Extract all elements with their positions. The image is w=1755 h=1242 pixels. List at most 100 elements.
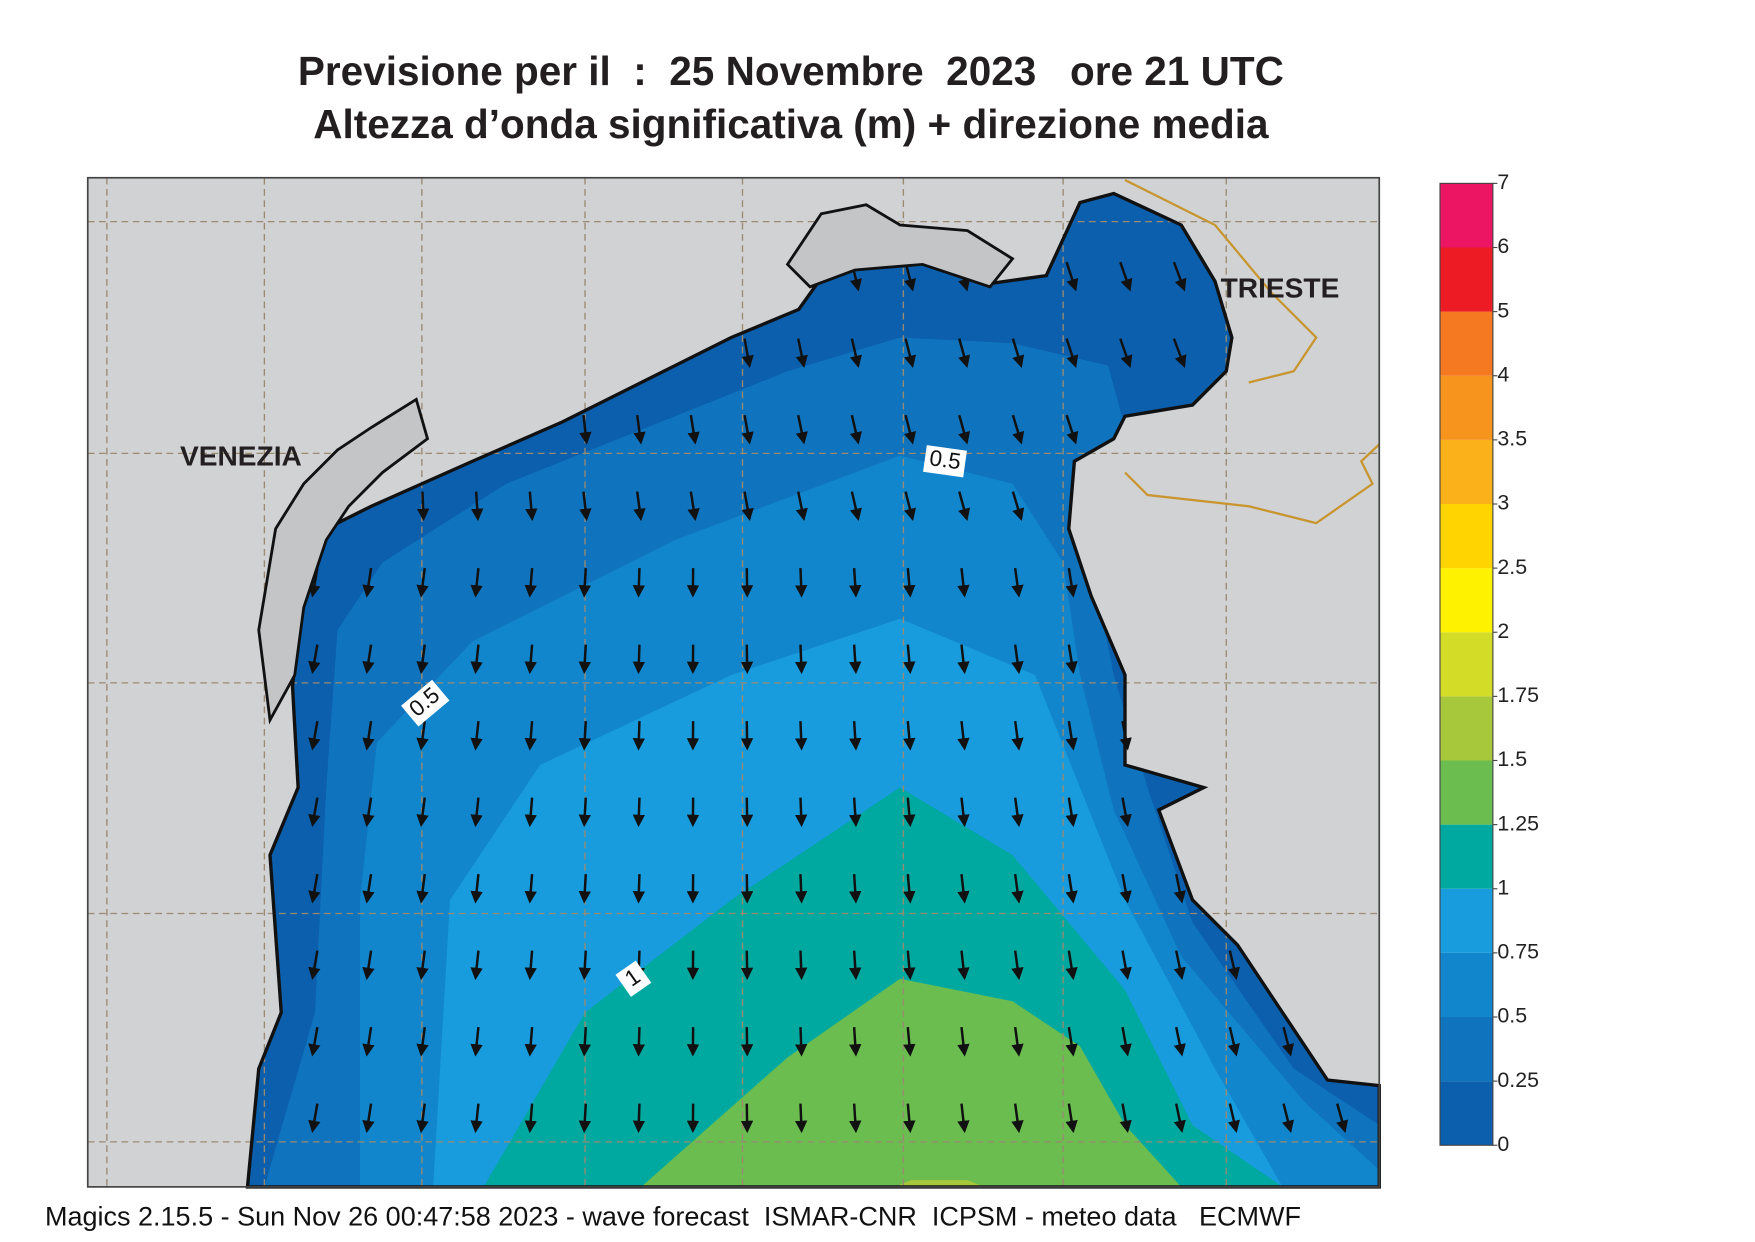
colorbar-tick-label: 6 <box>1497 234 1509 258</box>
colorbar-band <box>1440 375 1493 440</box>
direction-arrow <box>362 1103 375 1134</box>
band-5 <box>641 978 1182 1187</box>
direction-arrow <box>903 644 916 675</box>
direction-arrow <box>1227 1026 1240 1057</box>
direction-arrow <box>578 1103 591 1134</box>
colorbar-band <box>1440 632 1493 697</box>
direction-arrow <box>795 491 808 522</box>
direction-arrow <box>1336 1103 1349 1134</box>
direction-arrow <box>903 338 916 369</box>
direction-arrow <box>794 1103 808 1134</box>
direction-arrow <box>362 797 375 828</box>
direction-arrow <box>849 721 862 751</box>
direction-arrow <box>632 1103 646 1134</box>
direction-arrow <box>579 414 592 445</box>
graticule <box>87 177 1380 1187</box>
colorbar-band <box>1440 311 1493 376</box>
direction-arrow <box>794 797 808 828</box>
direction-arrow <box>1011 797 1024 828</box>
direction-arrow <box>308 950 321 981</box>
colorbar-band <box>1440 1017 1493 1082</box>
colorbar-tick-label: 4 <box>1497 362 1509 386</box>
colorbar-band <box>1440 952 1493 1017</box>
direction-arrow <box>958 414 971 445</box>
direction-arrow <box>524 1103 537 1134</box>
direction-arrow <box>416 720 429 751</box>
direction-arrow <box>903 721 916 751</box>
direction-arrow <box>632 721 646 751</box>
map: VENEZIA TRIESTE 0.5 0.5 1 <box>86 176 1381 1189</box>
contour-label-group: 1 <box>615 960 652 997</box>
direction-arrow <box>957 567 970 598</box>
direction-arrow <box>524 568 537 598</box>
direction-arrow <box>794 950 808 981</box>
colorbar-tick-label: 1 <box>1497 875 1509 899</box>
colorbar-tick-label: 2.5 <box>1497 555 1527 579</box>
direction-arrow <box>632 1027 646 1057</box>
direction-arrow <box>308 644 321 675</box>
colorbar-band <box>1440 1081 1493 1146</box>
contour-label-box <box>401 679 450 727</box>
direction-arrow <box>1011 491 1025 521</box>
direction-arrow <box>1172 261 1187 292</box>
direction-arrow <box>578 874 591 904</box>
direction-arrow <box>308 797 321 828</box>
direction-arrow <box>741 491 754 522</box>
direction-arrow <box>416 491 430 522</box>
title-line-2: Altezza d’onda significativa (m) + direz… <box>313 101 1269 147</box>
contour-label: 0.5 <box>928 445 962 474</box>
direction-arrow <box>1282 1026 1294 1057</box>
direction-arrow <box>578 644 591 675</box>
direction-arrow <box>308 720 321 751</box>
direction-arrow <box>470 797 483 828</box>
direction-arrow <box>903 414 916 445</box>
direction-arrow <box>957 797 970 828</box>
direction-arrow <box>1119 873 1132 904</box>
direction-arrow <box>849 950 862 981</box>
direction-arrow <box>416 644 429 675</box>
direction-arrow <box>470 720 483 751</box>
direction-arrow <box>849 644 862 675</box>
direction-arrow <box>416 873 429 904</box>
colorbar-tick-label: 2 <box>1497 619 1509 643</box>
contour-label-box <box>615 960 652 997</box>
direction-arrow <box>416 950 429 981</box>
direction-arrow <box>362 720 375 751</box>
border <box>1124 178 1381 525</box>
direction-arrow <box>632 644 646 675</box>
direction-arrow <box>849 338 862 369</box>
direction-arrow <box>849 568 862 598</box>
direction-arrow <box>578 568 591 598</box>
direction-arrow <box>849 491 862 522</box>
direction-arrow <box>1065 261 1079 292</box>
direction-arrow <box>1011 873 1024 904</box>
direction-arrow <box>1011 644 1024 675</box>
direction-arrow <box>416 1103 429 1134</box>
colorbar-frame <box>1439 182 1494 1146</box>
direction-arrow <box>308 873 321 904</box>
colorbar-tick-label: 0 <box>1497 1132 1509 1156</box>
direction-arrow <box>524 721 537 751</box>
direction-arrow <box>1065 644 1078 675</box>
colorbar-tick-label: 3 <box>1497 491 1509 515</box>
direction-arrow <box>1173 1103 1186 1134</box>
direction-arrow <box>1227 1103 1240 1134</box>
direction-arrow <box>1065 797 1078 828</box>
direction-arrow <box>903 950 916 981</box>
map-frame <box>86 176 1381 1188</box>
direction-arrow <box>958 338 971 369</box>
direction-arrow <box>794 568 808 598</box>
direction-arrow <box>903 491 916 522</box>
direction-arrow <box>1011 338 1025 368</box>
direction-arrow <box>578 950 591 981</box>
direction-arrow <box>687 414 700 445</box>
direction-arrow <box>849 797 862 828</box>
direction-arrow <box>578 721 591 751</box>
colorbar-band <box>1440 760 1493 825</box>
direction-arrow <box>794 1027 808 1057</box>
colorbar-band <box>1440 696 1493 761</box>
direction-arrow <box>524 874 537 904</box>
direction-arrow <box>308 1026 321 1057</box>
direction-arrow <box>1011 1026 1024 1057</box>
direction-arrow <box>794 874 808 904</box>
